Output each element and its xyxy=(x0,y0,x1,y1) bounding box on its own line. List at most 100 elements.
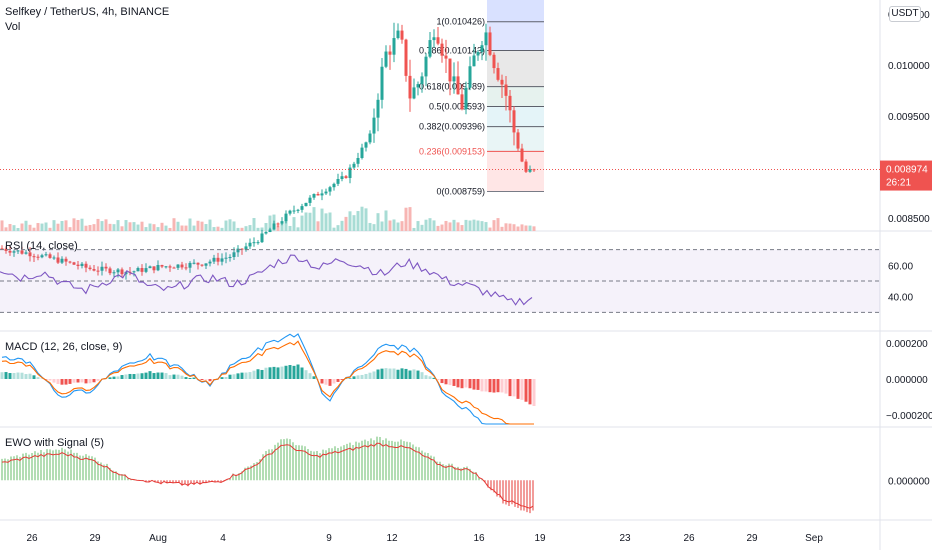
candle-body xyxy=(24,252,28,254)
volume-bar xyxy=(28,224,32,231)
fib-label: 0.382(0.009396) xyxy=(419,122,485,132)
macd-histogram-bar xyxy=(328,379,332,386)
macd-histogram-bar xyxy=(444,379,448,385)
candle-body xyxy=(116,269,120,273)
currency-button[interactable]: USDT xyxy=(889,6,921,22)
volume-bar xyxy=(464,219,468,231)
macd-histogram-bar xyxy=(52,379,56,383)
candle-body xyxy=(416,84,420,88)
macd-histogram-bar xyxy=(520,379,524,400)
macd-histogram-bar xyxy=(164,373,168,379)
time-axis-label: 26 xyxy=(683,533,695,544)
fib-zone xyxy=(487,50,544,87)
macd-histogram-bar xyxy=(208,379,212,382)
candle-body xyxy=(100,266,104,271)
last-price-tag xyxy=(880,160,932,191)
candle-body xyxy=(440,43,444,56)
volume-bar xyxy=(440,224,444,231)
volume-bar xyxy=(72,218,76,231)
volume-bar xyxy=(472,219,476,231)
macd-histogram-bar xyxy=(192,377,196,379)
volume-bar xyxy=(428,218,432,231)
volume-bar xyxy=(112,224,116,231)
candle-body xyxy=(512,110,516,133)
ewo-signal-line xyxy=(1,442,534,509)
volume-bar xyxy=(424,219,428,231)
volume-bar xyxy=(180,225,184,231)
volume-bar xyxy=(476,220,480,231)
macd-histogram-bar xyxy=(112,376,116,379)
candle-body xyxy=(496,68,500,80)
candle-body xyxy=(284,213,288,222)
volume-bar xyxy=(92,224,96,231)
volume-bar xyxy=(516,226,520,231)
volume-bar xyxy=(228,219,232,231)
time-axis-label: 12 xyxy=(386,533,398,544)
volume-bar xyxy=(480,221,484,231)
candle-body xyxy=(412,87,416,99)
macd-histogram-bar xyxy=(416,370,420,379)
volume-bar xyxy=(364,208,368,231)
candle-body xyxy=(340,176,344,180)
volume-bar xyxy=(356,211,360,231)
candle-body xyxy=(472,55,476,67)
volume-bar xyxy=(504,223,508,231)
volume-bar xyxy=(48,227,52,231)
macd-histogram-bar xyxy=(452,379,456,386)
volume-bar xyxy=(488,227,492,231)
candle-body xyxy=(244,246,248,250)
macd-histogram-bar xyxy=(432,377,436,379)
candle-body xyxy=(136,268,140,272)
volume-bar xyxy=(128,222,132,231)
macd-histogram-bar xyxy=(516,379,520,399)
candle-body xyxy=(120,269,124,275)
volume-bar xyxy=(76,220,80,231)
macd-histogram-bar xyxy=(308,373,312,379)
macd-histogram-bar xyxy=(120,375,124,379)
volume-bar xyxy=(100,221,104,231)
candle-body xyxy=(68,261,72,263)
macd-histogram-bar xyxy=(464,379,468,388)
candle-body xyxy=(464,87,468,110)
volume-bar xyxy=(284,217,288,231)
macd-histogram-bar xyxy=(508,379,512,397)
volume-bar xyxy=(320,208,324,231)
volume-bar xyxy=(160,222,164,231)
macd-histogram-bar xyxy=(420,372,424,379)
candle-body xyxy=(324,191,328,194)
candle-body xyxy=(148,266,152,269)
candle-body xyxy=(4,248,8,251)
candle-body xyxy=(168,266,172,268)
time-axis-label: 4 xyxy=(220,533,226,544)
macd-histogram-bar xyxy=(176,374,180,379)
macd-histogram-bar xyxy=(180,375,184,379)
candle-body xyxy=(292,210,296,212)
macd-histogram-bar xyxy=(32,375,36,379)
macd-histogram-bar xyxy=(172,374,176,379)
time-axis-label: 9 xyxy=(326,533,332,544)
candle-body xyxy=(428,40,432,57)
macd-title: MACD (12, 26, close, 9) xyxy=(5,341,123,353)
volume-bar xyxy=(248,225,252,231)
candle-body xyxy=(300,206,304,210)
candle-body xyxy=(228,257,232,259)
candle-body xyxy=(380,66,384,100)
macd-histogram-bar xyxy=(268,367,272,379)
candle-body xyxy=(500,79,504,85)
volume-bar xyxy=(52,220,56,231)
candle-body xyxy=(32,256,36,258)
volume-bar xyxy=(16,227,20,231)
macd-histogram-bar xyxy=(296,364,300,379)
macd-histogram-bar xyxy=(12,373,16,379)
volume-bar xyxy=(384,210,388,231)
candle-body xyxy=(76,264,80,267)
time-axis-label: 29 xyxy=(89,533,101,544)
volume-bar xyxy=(220,227,224,231)
candle-body xyxy=(528,169,532,172)
volume-bar xyxy=(528,225,532,231)
candle-body xyxy=(204,263,208,266)
volume-bar xyxy=(132,222,136,231)
candle-body xyxy=(424,56,428,77)
volume-bar xyxy=(20,223,24,231)
